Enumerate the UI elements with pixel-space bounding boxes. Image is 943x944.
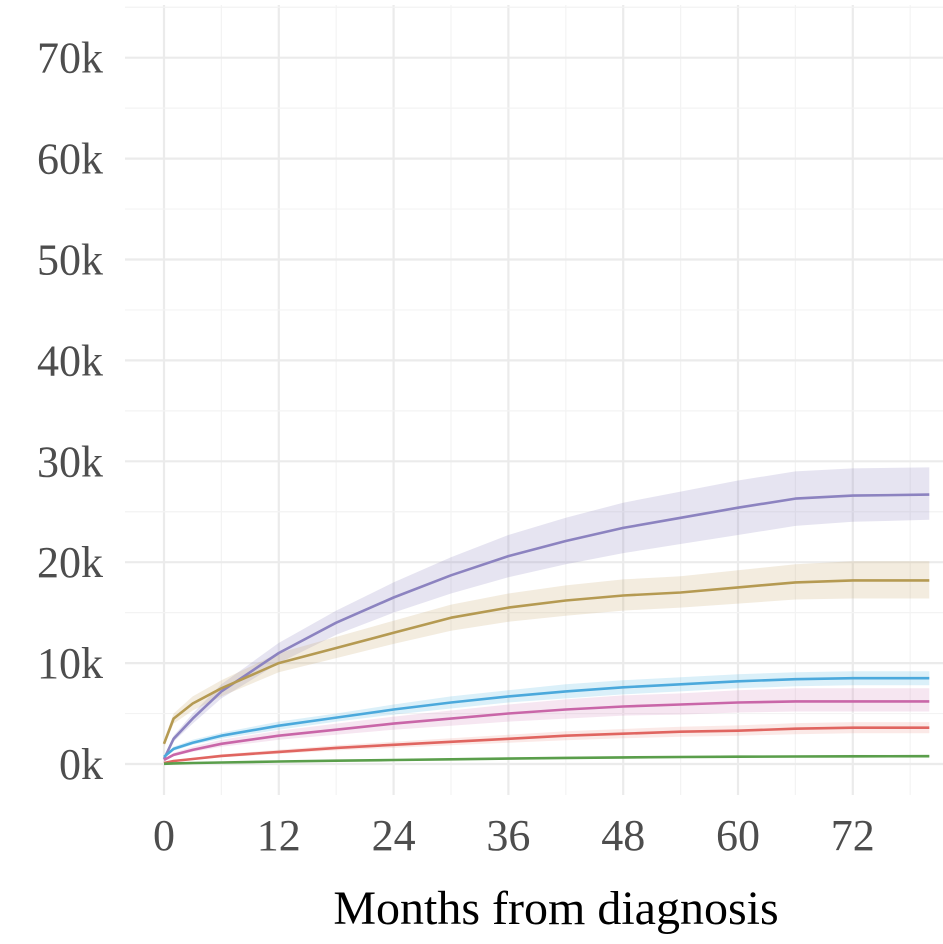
- x-tick-label: 60: [716, 811, 760, 860]
- x-tick-label: 24: [372, 811, 416, 860]
- y-tick-label: 40k: [37, 336, 103, 385]
- y-tick-label: 0k: [59, 740, 103, 789]
- series-lines: [162, 493, 930, 766]
- series-line-5: [163, 726, 930, 765]
- x-tick-label: 48: [601, 811, 645, 860]
- y-tick-label: 10k: [37, 639, 103, 688]
- series-line-4: [163, 700, 930, 762]
- y-axis-tick-labels: 0k 10k 20k 30k 40k 50k 60k 70k: [37, 34, 103, 789]
- x-tick-label: 12: [257, 811, 301, 860]
- y-tick-label: 60k: [37, 135, 103, 184]
- y-tick-label: 30k: [37, 437, 103, 486]
- x-tick-label: 36: [486, 811, 530, 860]
- y-tick-label: 50k: [37, 236, 103, 285]
- grid: [125, 5, 943, 795]
- x-tick-label: 0: [153, 811, 175, 860]
- x-axis-tick-labels: 012243648607284: [153, 811, 875, 860]
- x-tick-label: 72: [831, 811, 875, 860]
- series-line-1: [162, 493, 930, 760]
- y-tick-label: 70k: [37, 34, 103, 83]
- confidence-band-3: [164, 671, 930, 758]
- x-axis-title: Months from diagnosis: [333, 882, 778, 935]
- series-line-2: [162, 579, 930, 745]
- series-line-6: [163, 754, 930, 766]
- series-line-3: [163, 676, 930, 758]
- confidence-band-4: [164, 688, 930, 761]
- confidence-band-5: [164, 722, 930, 764]
- y-tick-label: 20k: [37, 538, 103, 587]
